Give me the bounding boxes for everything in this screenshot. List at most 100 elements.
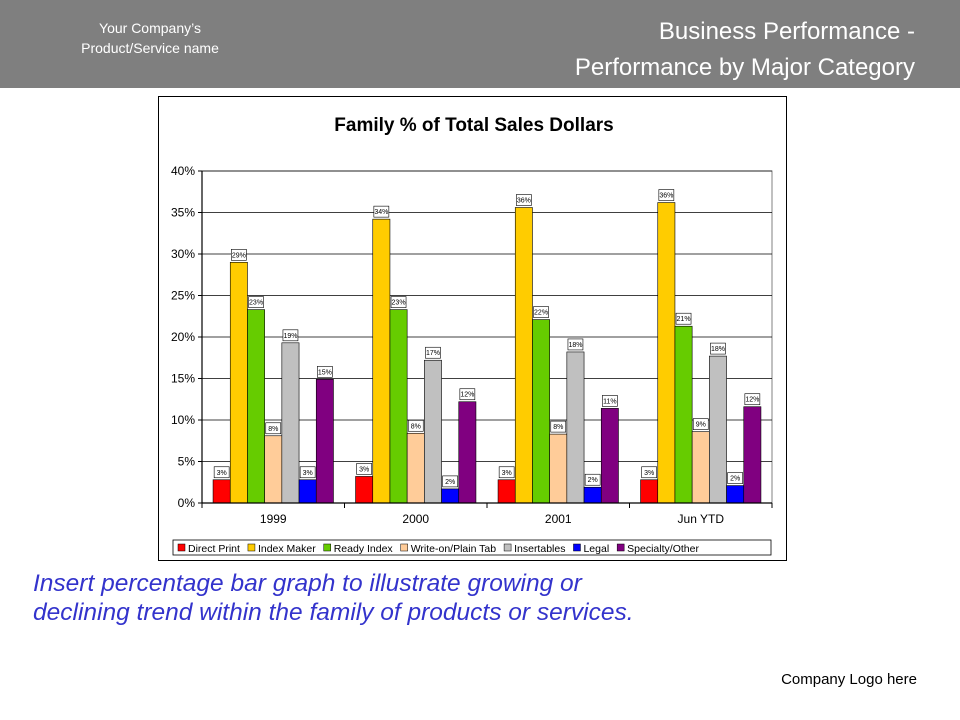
legend-swatch [503,543,512,552]
data-label-box [356,463,372,475]
legend-swatch [177,543,186,552]
data-label: 8% [411,423,421,430]
data-label-box [727,472,743,484]
legend-swatch [616,543,625,552]
bar [264,435,283,504]
header-bar [0,0,960,88]
data-label: 12% [745,397,759,404]
data-label: 18% [568,342,582,349]
data-label-box [675,312,692,325]
bar [497,479,516,504]
y-tick-label: 30% [171,247,195,261]
caption-line1: Insert percentage bar graph to illustrat… [33,570,582,597]
y-tick-label: 10% [171,413,195,427]
data-label: 17% [426,350,440,357]
data-label-box [265,422,282,435]
bar [549,433,568,504]
x-tick-label: Jun YTD [678,512,725,526]
bar [532,319,550,504]
data-label: 2% [730,476,740,483]
data-label-box [516,194,532,206]
y-tick-label: 35% [171,206,195,220]
bar-chart: Family % of Total Sales Dollars 0% 5% 10% 1… [171,115,773,556]
data-label: 8% [268,426,278,433]
bar [657,202,676,504]
data-label: 3% [502,470,512,477]
legend-swatch [323,543,331,552]
data-label-box [658,189,675,201]
bar [406,432,425,504]
bar [583,486,602,504]
data-label: 3% [644,470,654,477]
data-label: 3% [303,470,313,477]
data-label: 21% [677,316,691,323]
data-label-box [282,329,299,342]
y-tick-label: 15% [171,372,195,386]
data-label-box [744,393,761,406]
bar [315,379,334,504]
data-label: 12% [460,392,474,399]
data-label-box [533,306,549,318]
data-label-box [602,395,618,407]
bar [355,476,374,504]
x-tick-label: 1999 [260,512,287,526]
y-tick-label: 5% [178,455,196,469]
data-label: 22% [534,310,548,317]
bar [566,351,585,504]
data-label-box [442,475,458,488]
data-label-box [231,249,247,261]
bar [709,355,727,504]
slide-title-line2: Performance by Major Category [574,54,915,81]
legend-swatch [400,543,408,552]
data-label-box [407,419,424,432]
y-tick-label: 0% [178,496,196,510]
data-label-box [459,388,476,401]
data-label-box [317,366,333,378]
x-tick-label: 2000 [402,512,429,526]
caption: Insert percentage bar graph to illustrat… [33,569,913,627]
data-label: 23% [392,300,406,307]
data-label-box [248,296,264,308]
bar [298,479,317,504]
data-label-box [584,473,601,486]
data-label-box [390,296,407,308]
data-label: 36% [517,198,531,205]
chart-frame: Family % of Total Sales Dollars 0% 5% 10% 1… [158,96,787,561]
data-label: 19% [283,333,297,340]
company-name-line1: Your Company’s [99,20,201,36]
company-product-name: Your Company’s Product/Service name [40,18,260,58]
data-label: 36% [659,193,673,200]
slide-title-line1: Business Performance - [658,18,915,45]
legend-label: Write-on/Plain Tab [411,543,497,555]
bar [229,262,248,504]
data-label-box [567,338,584,351]
data-label-box [710,342,726,355]
data-label: 34% [374,209,388,216]
y-tick-label: 25% [171,289,195,303]
bar [247,309,265,504]
legend-label: Index Maker [258,543,316,555]
data-label-box [299,466,316,479]
bar [458,401,477,504]
data-label: 11% [603,398,617,405]
data-label: 15% [318,369,332,376]
y-tick-label: 40% [171,164,195,178]
data-label: 3% [217,470,227,477]
bar [281,342,300,504]
data-label: 9% [696,422,706,429]
bar [743,406,762,504]
bar [726,485,745,504]
legend-label: Direct Print [188,543,240,555]
bar [424,359,442,504]
data-label-box [498,466,515,479]
slide-title: Business Performance - Performance by Ma… [575,14,915,86]
legend-label: Legal [583,543,609,555]
bar [600,408,619,504]
data-label: 3% [359,466,369,473]
data-label-box [641,466,657,479]
legend-swatch [573,543,581,552]
caption-line2: declining trend within the family of pro… [33,599,634,626]
legend-swatch [247,543,256,552]
data-label: 29% [232,252,246,259]
x-tick-label: 2001 [545,512,572,526]
